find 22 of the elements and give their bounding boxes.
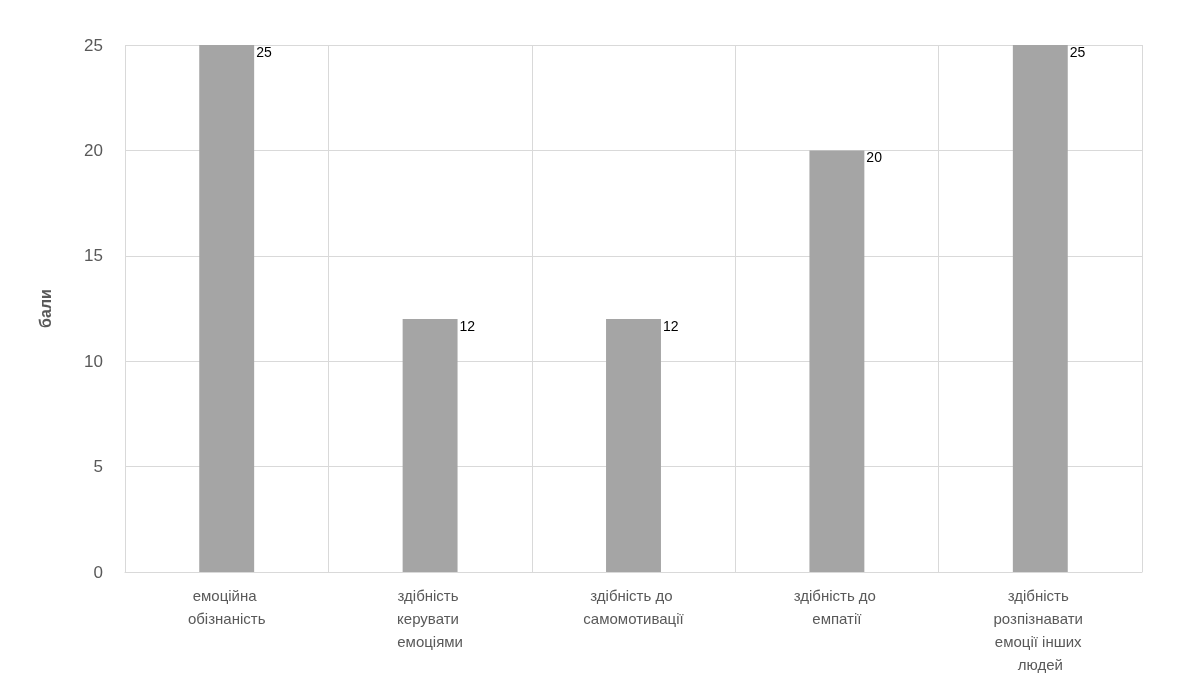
data-label: 25 [256, 44, 272, 60]
y-tick-label: 10 [84, 351, 103, 371]
y-tick-label: 20 [84, 140, 103, 160]
x-tick-label: здібність розпізнавати емоції інших людей [993, 587, 1088, 673]
x-tick-label: здібність до самомотивації [583, 587, 685, 627]
data-label: 12 [459, 318, 476, 335]
y-tick-label: 5 [93, 457, 103, 477]
bar [402, 319, 458, 572]
bar [809, 150, 865, 572]
bar [199, 45, 255, 572]
bar [606, 319, 661, 572]
y-tick-label: 15 [84, 246, 103, 266]
data-label: 20 [866, 149, 883, 166]
x-tick-label: емоційна обізнаність [187, 587, 266, 627]
y-axis-title: бали [36, 289, 54, 328]
data-label: 25 [1069, 44, 1086, 60]
y-tick-label: 25 [84, 35, 103, 55]
x-tick-label: здібність керувати емоціями [397, 587, 464, 650]
y-tick-label: 0 [93, 562, 103, 582]
data-label: 12 [662, 318, 679, 335]
x-tick-label: здібність до емпатії [793, 587, 881, 627]
bar [1012, 45, 1068, 572]
